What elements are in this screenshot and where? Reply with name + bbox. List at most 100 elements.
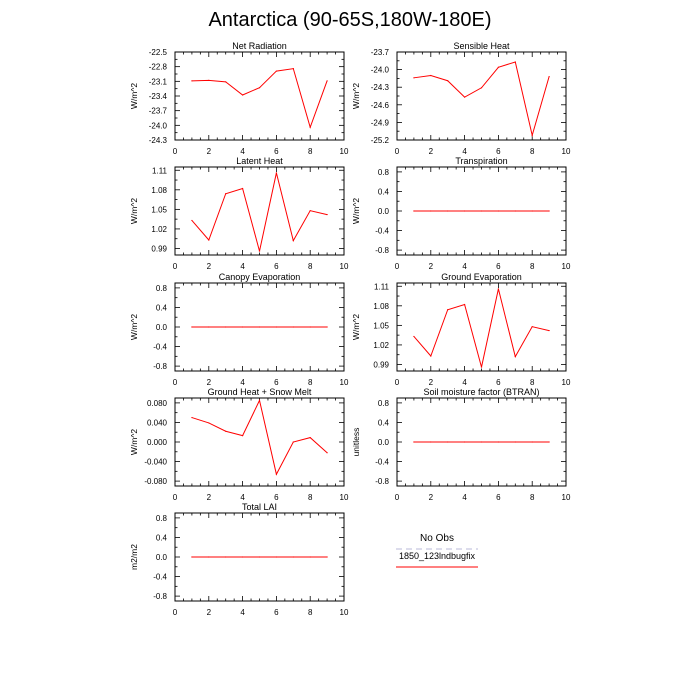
ground-heat-snow-melt-data-point xyxy=(242,435,244,437)
canopy-evaporation-data-point xyxy=(225,326,227,328)
ground-heat-snow-melt-x-tick-label: 8 xyxy=(308,493,313,502)
sensible-heat-y-tick-label: -24.3 xyxy=(371,83,390,92)
net-radiation-data-point xyxy=(208,79,210,81)
transpiration-x-tick-label: 4 xyxy=(462,262,467,271)
net-radiation-y-tick-label: -22.8 xyxy=(149,63,168,72)
soil-moisture-factor-btran-x-tick-label: 0 xyxy=(395,493,400,502)
sensible-heat-y-tick-label: -24.0 xyxy=(371,66,390,75)
ground-heat-snow-melt-data-point xyxy=(191,416,193,419)
net-radiation-plot-frame xyxy=(174,51,345,141)
canopy-evaporation-y-tick-label: 0.8 xyxy=(156,284,168,293)
net-radiation-data-point xyxy=(309,126,311,128)
net-radiation-data-point xyxy=(326,80,328,82)
ground-evaporation-data-point xyxy=(430,355,432,357)
ground-heat-snow-melt-x-tick-label: 0 xyxy=(173,493,178,502)
canopy-evaporation-panel: 0 2 4 6 8 10 -0.8 -0.4 0.0 0.4 0.8 Canopy Evaporati… xyxy=(129,272,349,387)
ground-heat-snow-melt-data-point xyxy=(208,422,210,424)
latent-heat-x-tick-label: 8 xyxy=(308,262,313,271)
total-lai-data-point xyxy=(208,556,210,558)
total-lai-x-tick-label: 0 xyxy=(173,608,178,617)
latent-heat-x-tick-label: 4 xyxy=(240,262,245,271)
transpiration-y-tick-label: 0.0 xyxy=(378,207,390,216)
net-radiation-x-tick-label: 6 xyxy=(274,147,279,156)
sensible-heat-y-tick-label: -24.6 xyxy=(371,101,390,110)
net-radiation-title: Net Radiation xyxy=(232,41,287,51)
total-lai-data-point xyxy=(191,556,193,558)
net-radiation-x-tick-label: 8 xyxy=(308,147,313,156)
net-radiation-x-tick-label: 4 xyxy=(240,147,245,156)
canopy-evaporation-data-point xyxy=(309,326,311,328)
net-radiation-x-tick-label: 0 xyxy=(173,147,178,156)
latent-heat-x-tick-label: 2 xyxy=(207,262,212,271)
latent-heat-y-tick-label: 1.11 xyxy=(152,166,168,175)
canopy-evaporation-x-tick-label: 0 xyxy=(173,378,178,387)
soil-moisture-factor-btran-y-axis-label: unitless xyxy=(351,428,361,457)
soil-moisture-factor-btran-y-tick-label: 0.8 xyxy=(378,399,390,408)
transpiration-data-point xyxy=(480,210,483,212)
ground-evaporation-data-point xyxy=(497,288,499,290)
ground-heat-snow-melt-data-point xyxy=(225,430,227,432)
ground-heat-snow-melt-plot-frame xyxy=(174,397,345,487)
latent-heat-data-point xyxy=(275,172,277,174)
sensible-heat-x-tick-label: 2 xyxy=(429,147,434,156)
soil-moisture-factor-btran-x-tick-label: 2 xyxy=(429,493,434,502)
ground-heat-snow-melt-y-tick-label: -0.080 xyxy=(144,477,167,486)
sensible-heat-x-tick-label: 6 xyxy=(496,147,501,156)
sensible-heat-data-point xyxy=(447,80,449,82)
latent-heat-y-axis-label: W/m^2 xyxy=(129,198,139,224)
canopy-evaporation-y-tick-label: 0.0 xyxy=(156,323,168,332)
total-lai-y-tick-label: 0.8 xyxy=(156,514,168,523)
sensible-heat-data-point xyxy=(464,96,466,98)
ground-heat-snow-melt-x-tick-label: 10 xyxy=(340,493,349,502)
ground-evaporation-data-point xyxy=(447,309,449,311)
soil-moisture-factor-btran-data-point xyxy=(548,441,550,443)
latent-heat-data-point xyxy=(208,239,210,241)
ground-evaporation-y-tick-label: 1.05 xyxy=(373,321,389,330)
transpiration-data-point xyxy=(430,210,432,212)
sensible-heat-data-point xyxy=(480,87,483,89)
canopy-evaporation-data-point xyxy=(208,326,210,328)
ground-evaporation-panel: 0 2 4 6 8 10 0.99 1.02 1.05 1.08 1.11 Ground Evapor… xyxy=(351,272,571,387)
sensible-heat-y-axis-label: W/m^2 xyxy=(351,83,361,109)
transpiration-data-point xyxy=(413,210,415,212)
ground-heat-snow-melt-y-tick-label: 0.040 xyxy=(147,418,168,427)
ground-evaporation-x-tick-label: 6 xyxy=(496,378,501,387)
latent-heat-data-point xyxy=(242,187,244,190)
ground-evaporation-y-tick-label: 1.02 xyxy=(373,341,389,350)
soil-moisture-factor-btran-title: Soil moisture factor (BTRAN) xyxy=(423,387,539,397)
total-lai-x-tick-label: 4 xyxy=(240,608,245,617)
total-lai-data-point xyxy=(292,556,294,558)
ground-heat-snow-melt-data-point xyxy=(309,437,311,439)
net-radiation-data-point xyxy=(225,81,227,83)
canopy-evaporation-data-point xyxy=(326,326,328,328)
soil-moisture-factor-btran-x-tick-label: 10 xyxy=(562,493,571,502)
soil-moisture-factor-btran-data-point xyxy=(430,441,432,443)
total-lai-data-point xyxy=(275,556,277,558)
latent-heat-series-line xyxy=(191,172,328,252)
ground-evaporation-y-tick-label: 1.08 xyxy=(373,302,389,311)
soil-moisture-factor-btran-data-point xyxy=(447,441,449,443)
total-lai-x-tick-label: 6 xyxy=(274,608,279,617)
ground-evaporation-y-tick-label: 1.11 xyxy=(374,282,390,291)
soil-moisture-factor-btran-data-point xyxy=(497,441,499,443)
net-radiation-x-tick-label: 10 xyxy=(340,147,349,156)
soil-moisture-factor-btran-y-tick-label: 0.4 xyxy=(378,418,390,427)
sensible-heat-x-tick-label: 0 xyxy=(395,147,400,156)
total-lai-title: Total LAI xyxy=(242,502,277,512)
sensible-heat-y-tick-label: -24.9 xyxy=(371,118,390,127)
soil-moisture-factor-btran-data-point xyxy=(464,441,466,443)
ground-heat-snow-melt-x-tick-label: 2 xyxy=(207,493,212,502)
soil-moisture-factor-btran-y-tick-label: -0.8 xyxy=(375,477,389,486)
ground-evaporation-data-point xyxy=(548,329,550,332)
ground-evaporation-y-tick-label: 0.99 xyxy=(373,360,389,369)
latent-heat-data-point xyxy=(258,250,261,252)
canopy-evaporation-y-tick-label: -0.4 xyxy=(153,343,167,352)
ground-evaporation-x-tick-label: 2 xyxy=(429,378,434,387)
ground-heat-snow-melt-data-point xyxy=(258,399,261,402)
latent-heat-y-tick-label: 1.02 xyxy=(151,225,167,234)
ground-evaporation-x-tick-label: 8 xyxy=(530,378,535,387)
ground-evaporation-x-tick-label: 10 xyxy=(562,378,571,387)
transpiration-y-tick-label: 0.8 xyxy=(378,168,390,177)
transpiration-x-tick-label: 6 xyxy=(496,262,501,271)
transpiration-data-point xyxy=(548,210,550,212)
